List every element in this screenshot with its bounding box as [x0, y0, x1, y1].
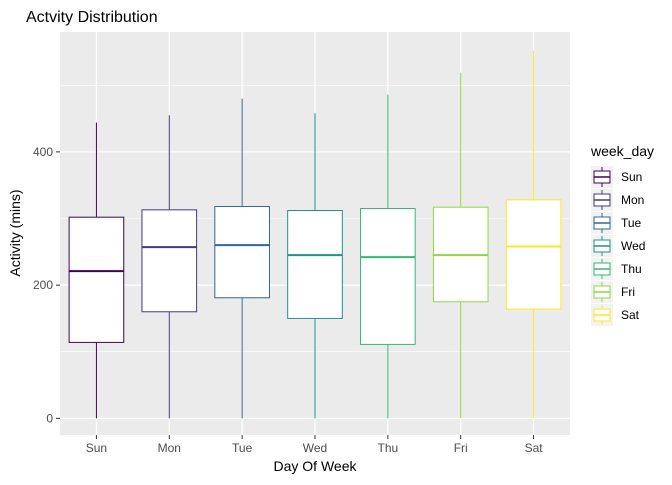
- box-iqr: [214, 206, 270, 299]
- legend-label: Mon: [621, 193, 644, 207]
- x-axis-label: Day Of Week: [274, 458, 358, 474]
- legend-item-tue: Tue: [591, 212, 642, 234]
- x-tick-label: Mon: [158, 441, 181, 455]
- y-tick-label: 200: [33, 278, 53, 292]
- box-tue: [214, 98, 270, 419]
- box-fri: [432, 72, 489, 419]
- x-tick-label: Sat: [525, 441, 544, 455]
- legend-item-sat: Sat: [591, 304, 640, 326]
- x-tick-label: Fri: [454, 441, 468, 455]
- box-mon: [141, 115, 198, 419]
- legend-item-wed: Wed: [591, 235, 645, 257]
- boxes: [68, 50, 562, 419]
- x-tick-label: Thu: [378, 441, 399, 455]
- legend-item-fri: Fri: [591, 281, 635, 303]
- box-iqr: [141, 209, 198, 313]
- legend-label: Wed: [621, 239, 645, 253]
- legend: week_day Sun Mon Tue Wed Thu Fri Sat: [590, 143, 654, 326]
- box-wed: [287, 113, 343, 419]
- y-tick-label: 0: [46, 411, 53, 425]
- box-thu: [360, 94, 416, 419]
- legend-label: Sat: [621, 308, 640, 322]
- x-tick-label: Tue: [232, 441, 253, 455]
- y-axis-label: Activity (mins): [7, 189, 23, 276]
- box-sun: [68, 122, 125, 419]
- legend-label: Tue: [621, 216, 642, 230]
- y-tick-label: 400: [33, 145, 53, 159]
- box-iqr: [287, 210, 343, 319]
- legend-label: Thu: [621, 262, 642, 276]
- legend-label: Fri: [621, 285, 635, 299]
- legend-item-sun: Sun: [591, 166, 642, 188]
- legend-label: Sun: [621, 170, 642, 184]
- legend-item-thu: Thu: [591, 258, 642, 280]
- x-tick-label: Wed: [303, 441, 327, 455]
- box-iqr: [68, 216, 125, 343]
- axes: 0 200 400 Sun Mon Tue Wed Thu Fri Sat: [33, 145, 543, 455]
- legend-title: week_day: [590, 143, 654, 159]
- legend-item-mon: Mon: [591, 189, 644, 211]
- box-iqr: [360, 208, 416, 345]
- box-iqr: [505, 199, 562, 310]
- legend-items: Sun Mon Tue Wed Thu Fri Sat: [591, 166, 645, 326]
- box-sat: [505, 50, 562, 419]
- x-tick-label: Sun: [86, 441, 107, 455]
- chart-title: Actvity Distribution: [26, 9, 158, 26]
